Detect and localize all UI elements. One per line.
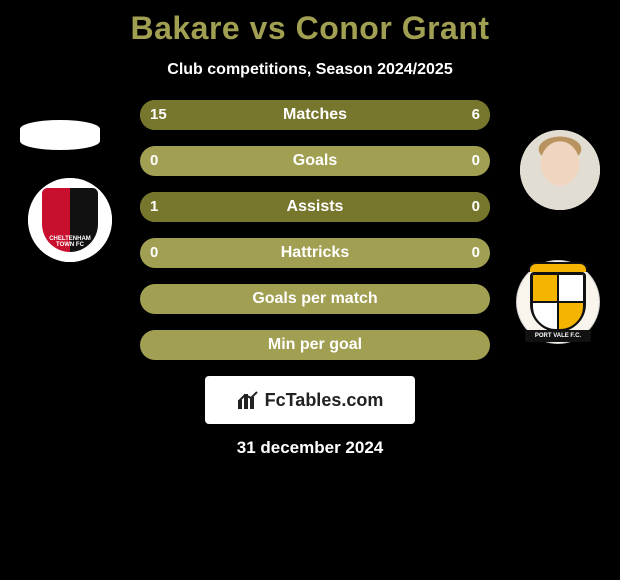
stat-bars: Matches156Goals00Assists10Hattricks00Goa… [140,100,490,360]
club-left-text: CHELTENHAM TOWN FC [42,236,98,252]
stat-value-right: 0 [472,146,480,176]
stat-value-left: 0 [150,238,158,268]
stat-value-right: 0 [472,238,480,268]
stat-value-right: 0 [472,192,480,222]
brand-bars-icon [237,390,259,410]
brand-badge: FcTables.com [205,376,415,424]
stat-value-left: 0 [150,146,158,176]
stat-label: Goals per match [140,284,490,314]
stat-row: Hattricks0 0 [140,238,490,268]
player-left-club-logo: CHELTENHAM TOWN FC [28,178,112,262]
stat-label: Assists [140,192,490,222]
page-title: Bakare vs Conor Grant [0,0,620,47]
stat-row: Goals0 0 [140,146,490,176]
player-left-photo [20,120,100,150]
stat-row: Min per goal [140,330,490,360]
player-right-photo [520,130,600,210]
subtitle: Club competitions, Season 2024/2025 [0,61,620,79]
stat-value-left: 15 [150,100,167,130]
stat-row: Matches15 6 [140,100,490,130]
footer-date: 31 december 2024 [0,438,620,458]
comparison-panel: CHELTENHAM TOWN FC PORT VALE F.C. Matche… [0,100,620,458]
player-right-club-logo: PORT VALE F.C. [516,260,600,344]
stat-value-right: 6 [472,100,480,130]
stat-value-left: 1 [150,192,158,222]
stat-row: Goals per match [140,284,490,314]
stat-row: Assists1 0 [140,192,490,222]
stat-label: Min per goal [140,330,490,360]
brand-text: FcTables.com [265,390,384,411]
stat-label: Hattricks [140,238,490,268]
club-right-text: PORT VALE F.C. [525,330,591,342]
stat-label: Goals [140,146,490,176]
stat-label: Matches [140,100,490,130]
